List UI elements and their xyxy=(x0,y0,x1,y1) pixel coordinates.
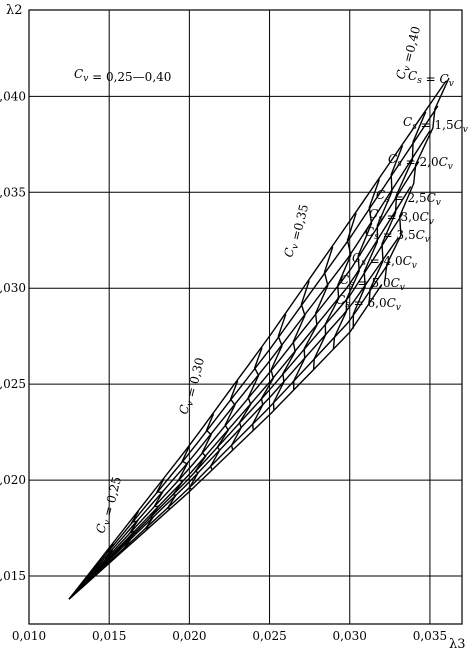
x-tick-label: 0,030 xyxy=(333,629,367,643)
cs-curve xyxy=(68,213,404,600)
cs-curve xyxy=(68,161,420,600)
cv-curve xyxy=(384,77,450,282)
curves-layer xyxy=(68,77,450,600)
cv-curve xyxy=(143,478,165,530)
cs-curve xyxy=(68,261,391,600)
y-tick-label: –0,015 xyxy=(0,569,26,583)
cs-label: Cs = 3,0Cv xyxy=(369,207,434,227)
cv-curve xyxy=(332,179,380,350)
cv-curve xyxy=(293,246,334,391)
cv-curve xyxy=(166,446,190,509)
cv-curve xyxy=(272,280,310,411)
cv-curve xyxy=(352,145,404,329)
y-tick-label: –0,025 xyxy=(0,377,26,391)
cv-curve xyxy=(123,510,140,550)
cs-label: Cs = 6,0Cv xyxy=(336,293,401,313)
cs-label: Cs = 4,0Cv xyxy=(352,251,417,271)
cs-label: Cs = 2,0Cv xyxy=(388,152,453,172)
cv-curve xyxy=(79,575,89,590)
labels-layer: Cv = 0,25—0,40 Cv = 0,25 Cv = 0,30 Cv =0,35… xyxy=(74,25,468,535)
plot-frame xyxy=(28,9,463,625)
x-axis-label: λ3 xyxy=(449,637,466,652)
y-tick-label: –0,020 xyxy=(0,473,26,487)
y-tick-label: –0,030 xyxy=(0,281,26,295)
cs-label: Cs = 1,5Cv xyxy=(403,115,468,135)
y-tick-label: –0,035 xyxy=(0,185,26,199)
y-axis-label: λ2 xyxy=(6,3,23,18)
cs-label: Cs = 2,5Cv xyxy=(376,188,441,208)
cs-curve xyxy=(68,105,439,600)
x-tick-label: 0,035 xyxy=(413,629,447,643)
cv-curve xyxy=(209,380,239,471)
cv-curve xyxy=(101,543,114,570)
cs-label: Cs = Cv xyxy=(408,69,454,89)
cv-curve xyxy=(188,413,215,490)
cv-curve xyxy=(230,347,263,451)
x-tick-label: 0,020 xyxy=(172,629,206,643)
cv-curve xyxy=(368,111,427,306)
x-tick-label: 0,025 xyxy=(252,629,286,643)
ticks-layer: 0,010 0,015 0,020 0,025 0,030 0,035 –0,015 –0,0… xyxy=(0,89,447,643)
cv-curve xyxy=(312,212,357,370)
x-tick-label: 0,010 xyxy=(12,629,46,643)
grid-layer xyxy=(28,10,462,624)
cv-label: Cv = 0,25 xyxy=(93,474,124,535)
cv-range-label: Cv = 0,25—0,40 xyxy=(74,67,171,84)
cv-curve xyxy=(251,313,287,431)
y-tick-label: –0,040 xyxy=(0,89,26,103)
cv-label: Cv = 0,30 xyxy=(176,355,207,416)
cs-label: Cs = 5,0Cv xyxy=(340,273,405,293)
cs-label: Cs = 3,5Cv xyxy=(365,225,430,245)
x-tick-label: 0,015 xyxy=(92,629,126,643)
cv-label: Cv =0,35 xyxy=(281,202,311,259)
